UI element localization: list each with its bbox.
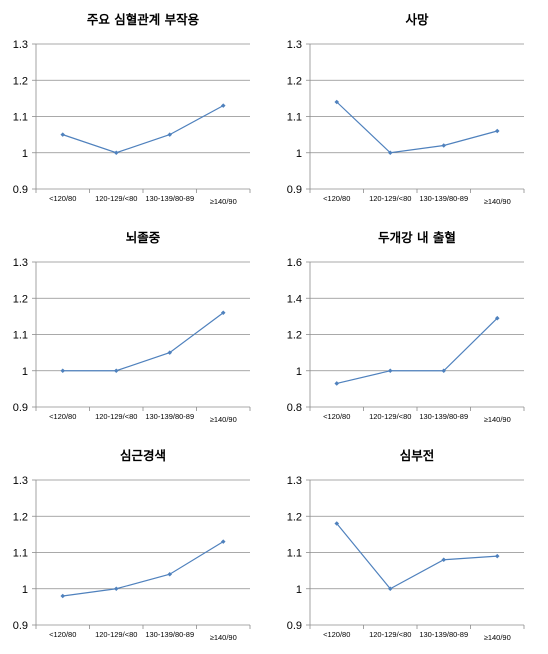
data-point [494, 128, 500, 134]
x-tick-label: ≥140/90 [210, 197, 237, 206]
x-tick-label: 120-129/<80 [369, 630, 411, 639]
x-tick-label: <120/80 [49, 412, 76, 421]
chart-title: 심부전 [400, 448, 435, 463]
data-point [220, 310, 226, 316]
series-line [62, 312, 224, 372]
x-tick-label: <120/80 [49, 630, 76, 639]
data-point [441, 143, 447, 148]
data-point [441, 368, 447, 374]
data-point [387, 368, 393, 374]
chart-title: 뇌졸중 [126, 230, 161, 245]
data-point [220, 103, 226, 108]
data-point [60, 368, 66, 374]
chart-title: 두개강 내 출혈 [378, 230, 456, 245]
y-tick-label: 1.1 [287, 548, 302, 560]
chart-svg: 사망 0.9 1 1.1 1.2 1.3 <120/80 120-129/<80 130-139… [287, 12, 525, 206]
x-tick-label: <120/80 [323, 194, 350, 203]
y-tick-label: 1 [22, 148, 28, 160]
series-line [62, 541, 224, 597]
x-tick-label: 120-129/<80 [95, 630, 137, 639]
y-tick-label: 1.3 [13, 257, 28, 269]
y-tick-label: 1 [296, 584, 302, 596]
y-tick-label: 1 [296, 148, 302, 160]
y-tick-label: 0.8 [287, 402, 302, 414]
y-tick-label: 1.2 [13, 511, 28, 523]
chart-svg: 심부전 0.9 1 1.1 1.2 1.3 <120/80 120-129/<80 130-13… [287, 448, 525, 642]
series-line [336, 317, 498, 385]
y-tick-label: 1.1 [13, 548, 28, 560]
y-tick-label: 1.1 [13, 330, 28, 342]
series-line [336, 523, 498, 590]
chart-title: 주요 심혈관계 부작용 [87, 12, 200, 27]
y-tick-label: 1 [296, 366, 302, 378]
y-tick-label: 0.9 [13, 620, 28, 632]
x-tick-label: <120/80 [323, 412, 350, 421]
data-point [441, 557, 447, 563]
y-tick-label: 0.9 [13, 184, 28, 196]
y-tick-label: 0.9 [13, 402, 28, 414]
series-line [336, 101, 498, 154]
x-tick-label: 130-139/80-89 [145, 194, 194, 203]
y-tick-label: 1.3 [13, 475, 28, 487]
y-tick-label: 1 [22, 366, 28, 378]
y-tick-label: 0.9 [287, 620, 302, 632]
x-tick-label: <120/80 [323, 630, 350, 639]
x-tick-label: ≥140/90 [210, 415, 237, 424]
x-tick-label: 120-129/<80 [95, 194, 137, 203]
data-point [334, 99, 340, 105]
data-point [113, 586, 119, 592]
data-point [494, 553, 500, 559]
chart-svg: 두개강 내 출혈 0.8 1 1.2 1.4 1.6 <120/80 120-129/<80 1… [287, 230, 525, 424]
x-tick-label: 120-129/<80 [369, 194, 411, 203]
x-tick-label: ≥140/90 [210, 633, 237, 642]
x-tick-label: 120-129/<80 [95, 412, 137, 421]
x-tick-label: 120-129/<80 [369, 412, 411, 421]
x-tick-label: ≥140/90 [484, 415, 511, 424]
data-point [60, 593, 66, 599]
y-tick-label: 1.1 [13, 112, 28, 124]
data-point [113, 150, 119, 156]
y-tick-label: 1.2 [287, 511, 302, 523]
y-tick-label: 1.3 [287, 39, 302, 51]
chart-panel: 뇌졸중 0.9 1 1.1 1.2 1.3 <120/80 120-129/<80 130-13… [0, 218, 274, 436]
y-tick-label: 1.2 [13, 293, 28, 305]
chart-title: 사망 [405, 12, 429, 27]
data-point [60, 132, 66, 137]
y-tick-label: 1.2 [287, 330, 302, 342]
x-tick-label: 130-139/80-89 [419, 412, 468, 421]
x-tick-label: <120/80 [49, 194, 76, 203]
y-tick-label: 1.2 [287, 75, 302, 87]
chart-panel: 사망 0.9 1 1.1 1.2 1.3 <120/80 120-129/<80 130-139… [274, 0, 548, 218]
data-point [387, 150, 393, 156]
chart-panel: 심근경색 0.9 1 1.1 1.2 1.3 <120/80 120-129/<80 130-1… [0, 436, 274, 654]
y-tick-label: 1.6 [287, 257, 302, 269]
chart-panel: 주요 심혈관계 부작용 0.9 1 1.1 1.2 1.3 <120/80 120-129/<… [0, 0, 274, 218]
chart-svg: 뇌졸중 0.9 1 1.1 1.2 1.3 <120/80 120-129/<80 130-13… [13, 230, 251, 424]
chart-svg: 주요 심혈관계 부작용 0.9 1 1.1 1.2 1.3 <120/80 120-129/<… [13, 12, 251, 206]
y-tick-label: 1.3 [287, 475, 302, 487]
series-line [62, 105, 224, 154]
data-point [113, 368, 119, 374]
x-tick-label: ≥140/90 [484, 633, 511, 642]
chart-panel: 심부전 0.9 1 1.1 1.2 1.3 <120/80 120-129/<80 130-13… [274, 436, 548, 654]
chart-title: 심근경색 [120, 448, 166, 463]
y-tick-label: 1.2 [13, 75, 28, 87]
y-tick-label: 1 [22, 584, 28, 596]
y-tick-label: 1.4 [287, 293, 302, 305]
x-tick-label: 130-139/80-89 [419, 630, 468, 639]
data-point [334, 381, 340, 386]
x-tick-label: 130-139/80-89 [145, 412, 194, 421]
x-tick-label: 130-139/80-89 [145, 630, 194, 639]
y-tick-label: 1.3 [13, 39, 28, 51]
chart-svg: 심근경색 0.9 1 1.1 1.2 1.3 <120/80 120-129/<80 130-1… [13, 448, 251, 642]
data-point [494, 315, 500, 321]
data-point [167, 350, 173, 355]
data-point [167, 132, 173, 137]
x-tick-label: ≥140/90 [484, 197, 511, 206]
x-tick-label: 130-139/80-89 [419, 194, 468, 203]
chart-panel: 두개강 내 출혈 0.8 1 1.2 1.4 1.6 <120/80 120-129/<80 1… [274, 218, 548, 436]
y-tick-label: 1.1 [287, 112, 302, 124]
y-tick-label: 0.9 [287, 184, 302, 196]
